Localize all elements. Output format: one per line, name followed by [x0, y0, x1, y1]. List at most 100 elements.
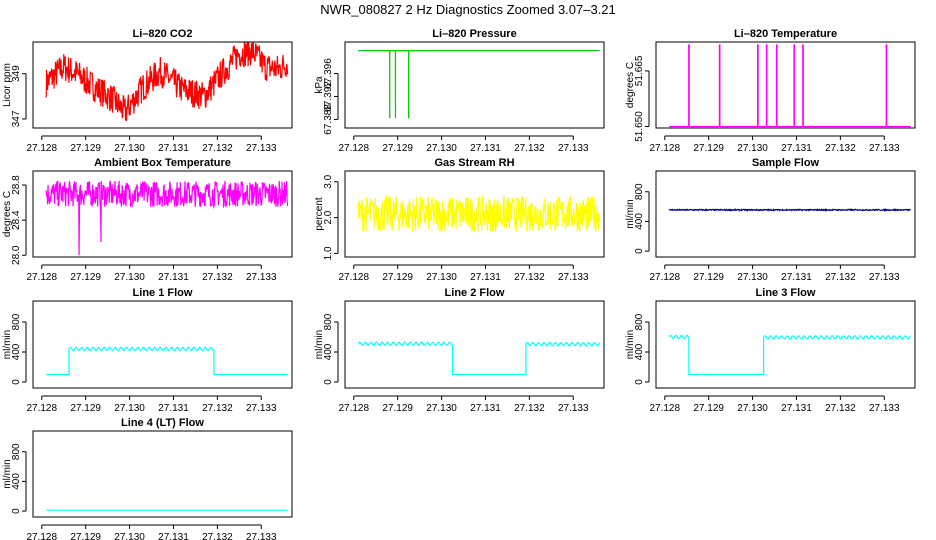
x-tick-label: 27.128 — [649, 143, 680, 154]
y-axis-label: Licor ppm — [2, 63, 13, 107]
y-tick-label: 67.388 — [323, 104, 334, 135]
y-tick-label: 800 — [634, 183, 645, 200]
x-tick-label: 27.131 — [158, 272, 189, 283]
x-tick-label: 27.133 — [246, 143, 277, 154]
x-tick-label: 27.132 — [202, 143, 233, 154]
y-axis-label: ml/min — [625, 199, 636, 228]
panel-title: Line 4 (LT) Flow — [121, 417, 204, 429]
x-tick-label: 27.132 — [825, 272, 856, 283]
y-axis-label: ml/min — [2, 459, 13, 488]
y-axis-label: ml/min — [625, 330, 636, 359]
x-tick-label: 27.129 — [693, 403, 724, 414]
y-tick-label: 0 — [11, 508, 22, 514]
x-tick-label: 27.131 — [158, 143, 189, 154]
chart-panel-2: Li–820 Pressure kPa 27.128 27.129 27.130 27.1… — [314, 28, 605, 154]
x-tick-label: 27.132 — [202, 272, 233, 283]
chart-panel-5: Gas Stream RH percent 27.128 27.129 27.130 27… — [314, 157, 605, 283]
plot-area-frame — [655, 300, 916, 389]
x-tick-label: 27.130 — [426, 143, 457, 154]
y-tick-label: 349 — [11, 65, 22, 82]
x-tick-label: 27.128 — [649, 403, 680, 414]
x-tick-label: 27.131 — [781, 272, 812, 283]
plot-area-frame — [32, 430, 293, 518]
y-tick-label: 0 — [634, 379, 645, 385]
data-series-line — [357, 194, 601, 233]
x-tick-label: 27.133 — [558, 143, 589, 154]
y-tick-label: 400 — [11, 343, 22, 360]
x-tick-label: 27.133 — [558, 403, 589, 414]
x-tick-label: 27.129 — [382, 403, 413, 414]
x-tick-label: 27.131 — [470, 272, 501, 283]
x-tick-label: 27.130 — [737, 143, 768, 154]
y-tick-label: 800 — [634, 313, 645, 330]
y-tick-label: 51.650 — [634, 111, 645, 142]
panel-title: Ambient Box Temperature — [94, 157, 231, 169]
y-axis-label: ml/min — [2, 330, 13, 359]
x-tick-label: 27.133 — [246, 272, 277, 283]
panel-title: Li–820 Pressure — [432, 28, 516, 40]
data-series-line — [46, 346, 288, 376]
x-tick-label: 27.131 — [781, 403, 812, 414]
y-tick-label: 800 — [11, 313, 22, 330]
data-series-line — [668, 334, 912, 376]
y-tick-label: 28.0 — [11, 245, 22, 265]
x-tick-label: 27.128 — [26, 272, 57, 283]
y-tick-label: 3.0 — [323, 174, 334, 188]
y-tick-label: 0 — [323, 379, 334, 385]
x-tick-label: 27.133 — [869, 143, 900, 154]
y-tick-label: 2.0 — [323, 210, 334, 224]
y-tick-label: 28.8 — [11, 175, 22, 195]
x-tick-label: 27.128 — [649, 272, 680, 283]
x-tick-label: 27.130 — [114, 272, 145, 283]
panel-title: Line 3 Flow — [756, 287, 816, 299]
y-axis-label: degrees C — [625, 62, 636, 108]
data-series-line — [45, 180, 289, 256]
panel-title: Gas Stream RH — [434, 157, 514, 169]
x-tick-label: 27.128 — [338, 143, 369, 154]
y-axis-label: percent — [314, 197, 325, 231]
y-tick-label: 0 — [11, 379, 22, 385]
plot-area-frame — [344, 41, 605, 129]
x-tick-label: 27.130 — [426, 403, 457, 414]
x-tick-label: 27.130 — [114, 532, 145, 540]
plot-area-frame — [655, 170, 916, 258]
chart-panel-4: Ambient Box Temperature degrees C 27.128 27… — [2, 157, 293, 283]
x-tick-label: 27.132 — [202, 532, 233, 540]
x-tick-label: 27.131 — [470, 143, 501, 154]
plot-area-frame — [344, 300, 605, 389]
data-series-line — [357, 341, 601, 376]
x-tick-label: 27.129 — [382, 143, 413, 154]
x-tick-label: 27.129 — [382, 272, 413, 283]
plot-area-frame — [32, 300, 293, 389]
x-tick-label: 27.129 — [693, 143, 724, 154]
x-tick-label: 27.132 — [514, 403, 545, 414]
x-tick-label: 27.132 — [825, 143, 856, 154]
chart-panel-9: Line 3 Flow ml/min 27.128 27.129 27.130 27.13… — [625, 287, 916, 414]
x-tick-label: 27.128 — [338, 272, 369, 283]
y-tick-label: 0 — [634, 248, 645, 254]
x-tick-label: 27.129 — [70, 143, 101, 154]
chart-panel-3: Li–820 Temperature degrees C 27.128 27.129 2… — [625, 28, 916, 154]
chart-panel-8: Line 2 Flow ml/min 27.128 27.129 27.130 27.13… — [314, 287, 605, 414]
x-tick-label: 27.128 — [26, 143, 57, 154]
x-tick-label: 27.133 — [246, 532, 277, 540]
y-tick-label: 1.0 — [323, 246, 334, 260]
x-tick-label: 27.133 — [869, 403, 900, 414]
y-tick-label: 347 — [11, 110, 22, 127]
y-tick-label: 67.396 — [323, 58, 334, 89]
x-tick-label: 27.129 — [70, 403, 101, 414]
x-tick-label: 27.133 — [246, 403, 277, 414]
x-tick-label: 27.133 — [558, 272, 589, 283]
x-tick-label: 27.130 — [114, 403, 145, 414]
x-tick-label: 27.130 — [426, 272, 457, 283]
x-tick-label: 27.131 — [470, 403, 501, 414]
x-tick-label: 27.128 — [338, 403, 369, 414]
y-tick-label: 51.665 — [634, 55, 645, 86]
y-tick-label: 67.392 — [323, 81, 334, 112]
y-axis-label: degrees C — [2, 191, 13, 237]
chart-panel-1: Li–820 CO2 Licor ppm 27.128 27.129 27.130 27.… — [2, 28, 293, 154]
y-tick-label: 800 — [11, 443, 22, 460]
chart-panel-6: Sample Flow ml/min 27.128 27.129 27.130 27.13… — [625, 157, 916, 283]
y-tick-label: 800 — [323, 313, 334, 330]
